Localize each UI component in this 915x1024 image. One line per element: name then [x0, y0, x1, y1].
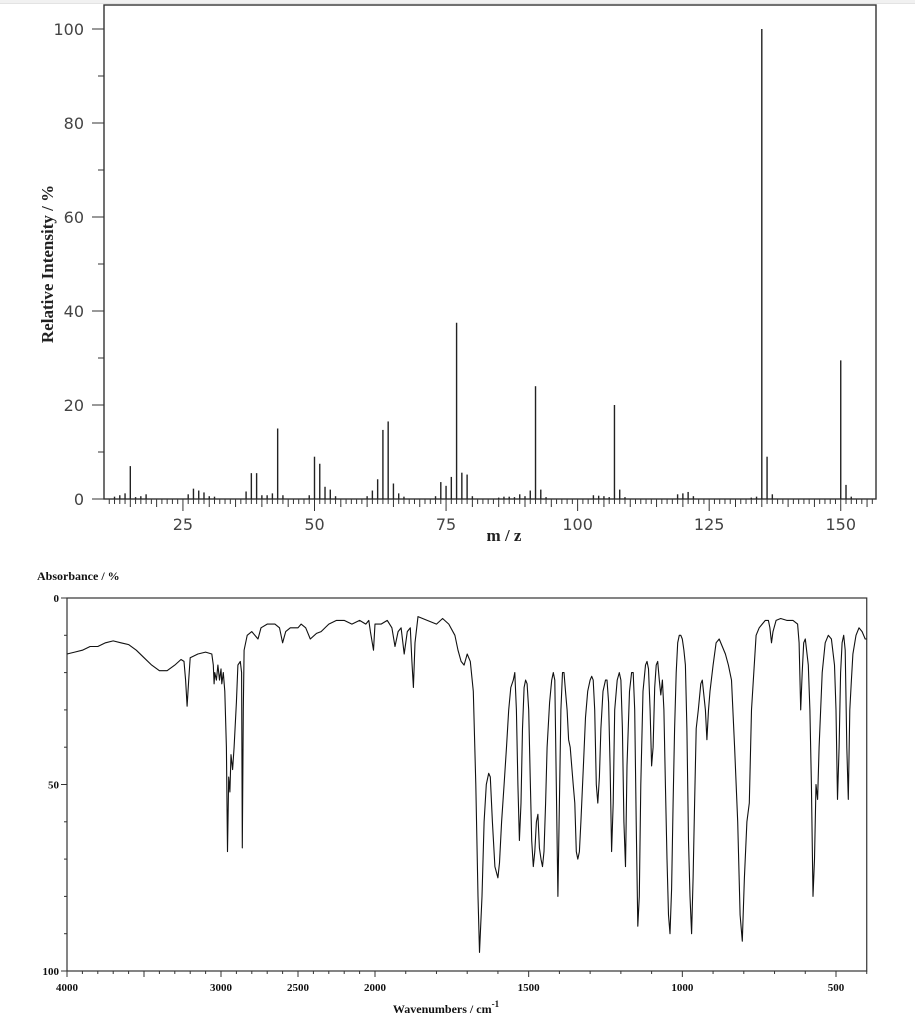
ms-y-axis: 0 20 40 60 80 100 — [53, 20, 104, 509]
ms-x-tick-label: 25 — [173, 515, 193, 534]
ir-y-tick-label: 0 — [54, 593, 60, 605]
ir-y-tick-label: 100 — [43, 966, 60, 978]
mass-spectrum-chart: 25 50 75 100 125 150 0 20 40 60 80 100 Relative In… — [38, 4, 877, 545]
ms-y-tick-label: 60 — [64, 208, 84, 227]
ir-y-tick-label: 50 — [48, 780, 60, 792]
ir-x-tick-label: 4000 — [56, 982, 79, 994]
ir-x-tick-label: 1500 — [518, 982, 541, 994]
ms-y-tick-label: 100 — [53, 20, 84, 39]
ms-y-tick-label: 20 — [64, 396, 84, 415]
ms-x-tick-label: 50 — [304, 515, 324, 534]
ms-peaks — [113, 29, 852, 499]
ir-spectrum-line — [66, 616, 867, 953]
ir-x-tick-label: 3000 — [210, 982, 233, 994]
ir-x-axis-title: Wavenumbers / cm-1 — [393, 999, 500, 1016]
ir-x-tick-label: 2000 — [364, 982, 387, 994]
ms-x-axis-title: m / z — [487, 526, 522, 545]
ir-x-axis: 4000 3000 2500 2000 1500 1000 500 — [56, 971, 868, 994]
ms-x-tick-label: 125 — [694, 515, 725, 534]
ir-y-axis-title: Absorbance / % — [37, 569, 120, 583]
ms-y-tick-label: 80 — [64, 114, 84, 133]
ms-plot-frame — [103, 4, 877, 500]
top-scroll-edge — [0, 0, 915, 4]
ms-x-tick-label: 75 — [436, 515, 456, 534]
ir-x-tick-label: 2500 — [287, 982, 310, 994]
ir-x-tick-label: 500 — [828, 982, 845, 994]
ms-x-tick-label: 150 — [825, 515, 856, 534]
ms-y-tick-label: 40 — [64, 302, 84, 321]
ms-y-axis-title: Relative Intensity / % — [38, 185, 57, 343]
ir-x-tick-label: 1000 — [671, 982, 694, 994]
ms-y-tick-label: 0 — [74, 490, 84, 509]
ms-x-tick-label: 100 — [562, 515, 593, 534]
ms-frame-rect — [103, 4, 877, 500]
ir-y-axis: 0 50 100 — [43, 593, 67, 978]
ms-x-axis: 25 50 75 100 125 150 — [108, 499, 873, 534]
